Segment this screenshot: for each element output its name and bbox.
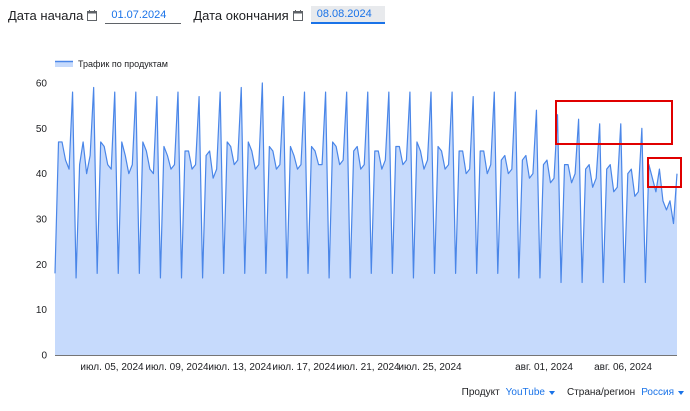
x-tick-label: июл. 21, 2024 xyxy=(336,362,400,373)
highlight-box-right xyxy=(647,157,682,188)
legend-label: Трафик по продуктам xyxy=(78,59,168,69)
end-date-group: Дата окончания xyxy=(193,6,385,24)
chevron-down-icon[interactable] xyxy=(678,390,684,395)
y-tick-label: 20 xyxy=(36,260,48,271)
x-tick-label: июл. 05, 2024 xyxy=(80,362,144,373)
start-date-label: Дата начала xyxy=(8,7,84,23)
y-tick-label: 60 xyxy=(36,79,48,90)
x-tick-label: июл. 17, 2024 xyxy=(272,362,336,373)
legend-swatch xyxy=(55,61,73,67)
series-area xyxy=(55,83,677,355)
y-tick-label: 10 xyxy=(36,305,48,316)
country-filter-label: Страна/регион xyxy=(566,387,636,398)
x-tick-label: авг. 01, 2024 xyxy=(515,362,573,373)
product-filter[interactable]: Продукт YouTube xyxy=(462,387,555,398)
y-tick-label: 0 xyxy=(41,351,47,362)
y-axis: 0 10 20 30 40 50 60 xyxy=(36,79,48,362)
calendar-icon[interactable] xyxy=(292,9,303,21)
chart-legend: Трафик по продуктам xyxy=(55,59,168,69)
date-range-controls: Дата начала Дата окончания xyxy=(8,5,397,25)
y-tick-label: 50 xyxy=(36,124,48,135)
highlight-box-top xyxy=(555,100,673,145)
product-filter-label: Продукт xyxy=(461,387,500,398)
product-filter-value[interactable]: YouTube xyxy=(505,387,545,398)
filter-bar: Продукт YouTube Страна/регион Россия xyxy=(450,387,684,398)
x-tick-label: июл. 25, 2024 xyxy=(398,362,462,373)
plot-area xyxy=(54,82,678,355)
start-date-group: Дата начала xyxy=(8,6,182,24)
x-tick-label: июл. 09, 2024 xyxy=(145,362,209,373)
x-tick-label: авг. 06, 2024 xyxy=(594,362,652,373)
country-filter-value[interactable]: Россия xyxy=(641,387,674,398)
y-tick-label: 30 xyxy=(36,215,48,226)
calendar-icon[interactable] xyxy=(87,9,98,21)
x-tick-label: июл. 13, 2024 xyxy=(208,362,272,373)
x-axis: июл. 05, 2024 июл. 09, 2024 июл. 13, 2024 и… xyxy=(55,355,677,373)
end-date-input[interactable] xyxy=(310,6,385,24)
highlight-boxes xyxy=(555,100,682,188)
traffic-chart: Трафик по продуктам 0 10 20 30 40 50 60 июл. 0… xyxy=(36,59,682,373)
end-date-label: Дата окончания xyxy=(193,7,289,23)
country-filter[interactable]: Страна/регион Россия xyxy=(567,387,684,398)
series-line xyxy=(54,82,678,284)
chevron-down-icon[interactable] xyxy=(548,390,555,395)
start-date-input[interactable] xyxy=(105,6,182,24)
y-tick-label: 40 xyxy=(36,169,48,180)
